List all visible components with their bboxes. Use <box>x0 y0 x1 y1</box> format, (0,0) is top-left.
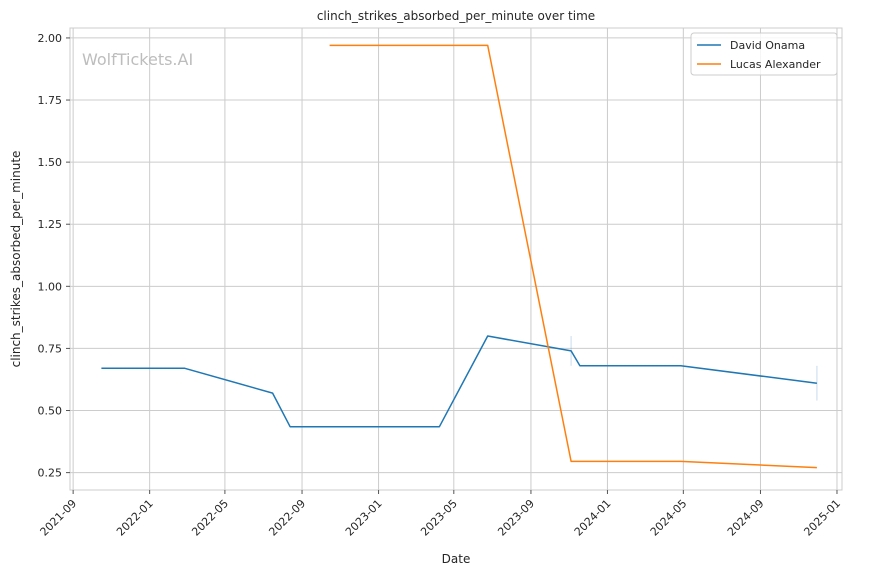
watermark: WolfTickets.AI <box>82 50 193 69</box>
legend-label: David Onama <box>730 39 805 52</box>
y-tick-label: 0.25 <box>38 467 63 480</box>
x-tick-label: 2023-01 <box>343 497 385 539</box>
x-tick-label: 2023-05 <box>418 497 460 539</box>
plot-border <box>69 27 843 491</box>
series-line-david-onama <box>101 335 817 428</box>
y-axis: 0.25 0.50 0.75 1.00 1.25 1.50 1.75 2.00 <box>38 32 70 480</box>
x-tick-label: 2024-01 <box>572 497 614 539</box>
y-tick-label: 1.25 <box>38 218 63 231</box>
x-tick-label: 2025-01 <box>801 497 843 539</box>
y-tick-label: 0.50 <box>38 405 63 418</box>
y-tick-label: 2.00 <box>38 32 63 45</box>
y-axis-label: clinch_strikes_absorbed_per_minute <box>9 151 23 368</box>
plot-area <box>70 28 842 490</box>
series-line-lucas-alexander <box>329 44 817 469</box>
x-tick-label: 2022-05 <box>189 497 231 539</box>
legend-box <box>690 32 838 76</box>
x-tick-label: 2022-09 <box>266 497 308 539</box>
legend-label: Lucas Alexander <box>730 58 821 71</box>
x-tick-label: 2021-09 <box>38 497 80 539</box>
x-axis: 2021-09 2022-01 2022-05 2022-09 2023-01 2023-… <box>38 490 843 539</box>
y-tick-label: 0.75 <box>38 342 63 355</box>
y-tick-label: 1.75 <box>38 94 63 107</box>
chart-title: clinch_strikes_absorbed_per_minute over … <box>317 9 595 23</box>
grid <box>70 28 842 490</box>
x-axis-label: Date <box>442 552 471 566</box>
x-tick-label: 2023-09 <box>495 497 537 539</box>
x-tick-label: 2022-01 <box>114 497 156 539</box>
y-tick-label: 1.00 <box>38 280 63 293</box>
y-tick-label: 1.50 <box>38 156 63 169</box>
legend: David Onama Lucas Alexander <box>690 32 838 76</box>
x-tick-label: 2024-05 <box>648 497 690 539</box>
series-layer <box>101 44 818 469</box>
x-tick-label: 2024-09 <box>725 497 767 539</box>
